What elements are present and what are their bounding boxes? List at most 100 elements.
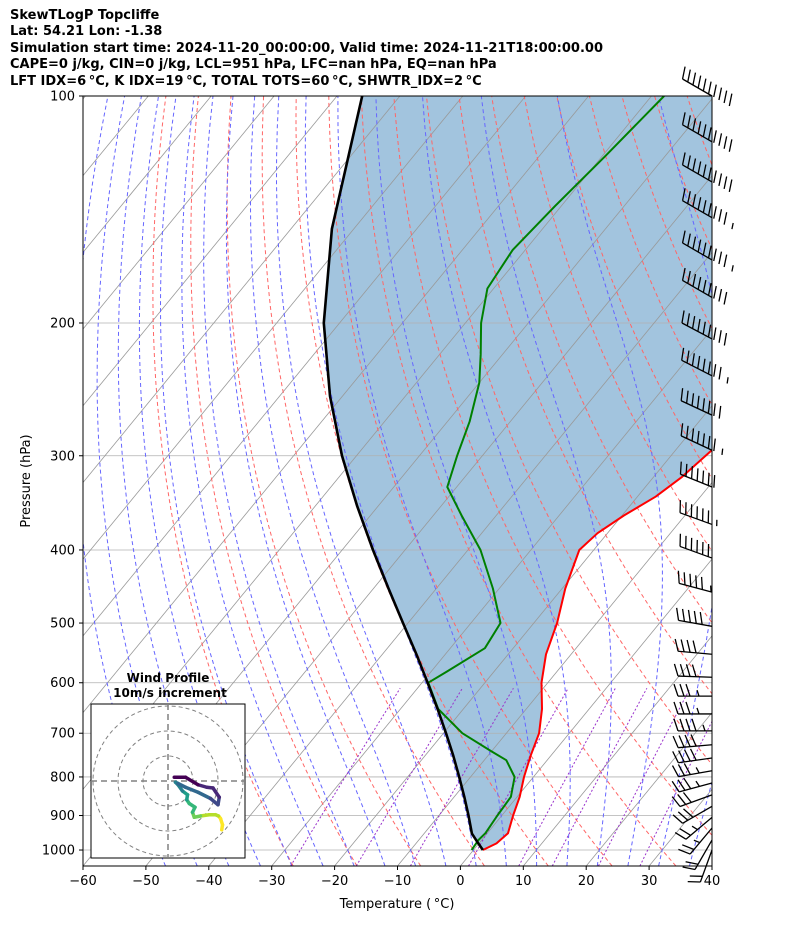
wind-barb [672,805,713,824]
y-tick-label: 800 [50,770,75,785]
wind-barb [680,423,724,455]
wind-barb [673,718,712,732]
x-tick-label: 10 [515,874,532,889]
dry-adiabat-line [458,96,712,695]
moist-adiabat-line [720,96,794,866]
mixing-ratio-line [355,687,463,866]
wind-barb [679,500,718,527]
wind-barb [687,849,713,883]
wind-barb [676,607,713,627]
y-tick-label: 500 [50,617,75,632]
wind-barb [674,816,713,840]
wind-barb [681,152,733,193]
isotherm-line [585,711,712,866]
dry-adiabat-line [190,96,358,866]
y-tick-label: 200 [50,316,75,331]
x-tick-label: 30 [641,874,658,889]
wind-barb [672,748,713,764]
hodograph-segment [196,790,213,801]
isotherm-line [460,558,712,866]
hodograph-inset: Wind Profile 10m/s increment [90,671,246,859]
mixing-ratio-line [290,687,401,866]
moist-adiabat-line [556,96,663,866]
station-coordinates: Lat: 54.21 Lon: -1.38 [10,24,163,40]
wind-barb [671,763,713,778]
moist-adiabat-line [304,96,477,866]
isotherm-line [145,175,712,866]
y-tick-label: 900 [50,809,75,824]
dry-adiabat-line [588,96,712,406]
hodograph-ring [117,730,219,832]
stability-indices: LFT IDX=6 °C, K IDX=19 °C, TOTAL TOTS=60… [10,73,482,89]
moist-adiabat-line [225,96,386,866]
wind-barb [673,663,713,678]
isotherm-line [83,96,589,714]
isotherm-line [271,328,712,866]
station-title: SkewTLogP Topcliffe [10,8,160,23]
moist-adiabat-line [337,96,507,866]
wind-barb [681,188,734,230]
dry-adiabat-line [491,96,712,624]
isotherm-line [83,96,86,100]
wind-barb [681,230,734,272]
moist-adiabat-line [203,96,355,866]
x-tick-label: −30 [258,874,285,889]
x-tick-label: 20 [578,874,595,889]
moist-adiabat-line [275,96,447,866]
x-tick-label: −50 [132,874,159,889]
wind-barb [677,570,713,593]
moist-adiabat-line [752,96,794,866]
convective-parameters: CAPE=0 j/kg, CIN=0 j/kg, LCL=951 hPa, LF… [10,57,497,73]
moist-adiabat-line [159,96,293,866]
y-tick-label: 700 [50,727,75,742]
wind-barb [681,66,733,107]
wind-barb [681,310,728,346]
moist-adiabat-line [181,96,324,866]
isotherm-line [83,96,401,484]
dry-adiabat-line [360,96,677,866]
wind-barb [679,533,713,559]
y-tick-label: 1000 [42,844,75,859]
hodograph-subtitle: 10m/s increment [113,686,227,700]
x-tick-label: −60 [69,874,96,889]
isotherm-line [83,96,464,560]
isotherm-line [83,96,212,253]
isotherm-line [522,635,712,866]
simulation-time: Simulation start time: 2024-11-20_00:00:… [10,40,603,56]
isotherm-line [334,405,712,866]
dry-adiabat-line [261,96,485,866]
isotherm-line [208,251,712,866]
dry-adiabat-line [426,96,712,766]
x-tick-label: 40 [704,874,721,889]
y-tick-label: 600 [50,676,75,691]
dry-adiabat-line [523,96,712,553]
plot-area [83,96,794,866]
hodograph-segment [211,786,221,799]
moist-adiabat-line [375,96,538,866]
x-tick-label: −10 [384,874,411,889]
wind-barb [671,777,713,793]
wind-barbs [671,66,734,883]
wind-barb [682,839,713,871]
hodograph-segment [183,775,200,787]
wind-barb [681,267,728,305]
wind-barb [672,734,713,749]
isotherm-line [83,96,275,330]
dry-adiabat-line [654,96,712,251]
x-tick-label: −40 [195,874,222,889]
isotherm-line [397,481,712,866]
dry-adiabat-line [720,96,794,866]
y-axis-label: Pressure (hPa) [19,434,34,527]
wind-barb [681,347,729,384]
isotherm-line [83,96,527,637]
hodograph-title: Wind Profile [127,671,210,685]
y-tick-label: 400 [50,543,75,558]
axes: −60 −50 −40 −30 −20 −10 0 10 20 30 40 1000 900 800 700… [42,90,720,890]
y-tick-label: 100 [50,90,75,105]
x-tick-label: −20 [321,874,348,889]
y-tick-label: 300 [50,449,75,464]
chart-header: SkewTLogP Topcliffe Lat: 54.21 Lon: -1.3… [10,8,790,90]
wind-barb [674,638,713,655]
wind-barb [673,701,712,715]
